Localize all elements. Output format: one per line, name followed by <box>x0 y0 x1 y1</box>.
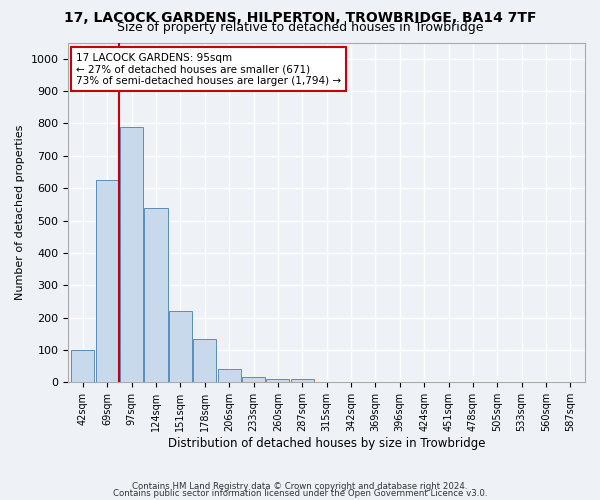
Text: Contains public sector information licensed under the Open Government Licence v3: Contains public sector information licen… <box>113 490 487 498</box>
Text: 17, LACOCK GARDENS, HILPERTON, TROWBRIDGE, BA14 7TF: 17, LACOCK GARDENS, HILPERTON, TROWBRIDG… <box>64 11 536 25</box>
Bar <box>169 311 192 382</box>
Text: 17 LACOCK GARDENS: 95sqm
← 27% of detached houses are smaller (671)
73% of semi-: 17 LACOCK GARDENS: 95sqm ← 27% of detach… <box>76 52 341 86</box>
Bar <box>218 370 241 382</box>
Bar <box>120 126 143 382</box>
Bar <box>71 350 94 382</box>
Bar <box>95 180 119 382</box>
Text: Size of property relative to detached houses in Trowbridge: Size of property relative to detached ho… <box>117 22 483 35</box>
X-axis label: Distribution of detached houses by size in Trowbridge: Distribution of detached houses by size … <box>168 437 485 450</box>
Bar <box>290 379 314 382</box>
Y-axis label: Number of detached properties: Number of detached properties <box>15 124 25 300</box>
Bar <box>193 338 217 382</box>
Bar <box>242 378 265 382</box>
Bar <box>145 208 167 382</box>
Text: Contains HM Land Registry data © Crown copyright and database right 2024.: Contains HM Land Registry data © Crown c… <box>132 482 468 491</box>
Bar <box>266 379 289 382</box>
